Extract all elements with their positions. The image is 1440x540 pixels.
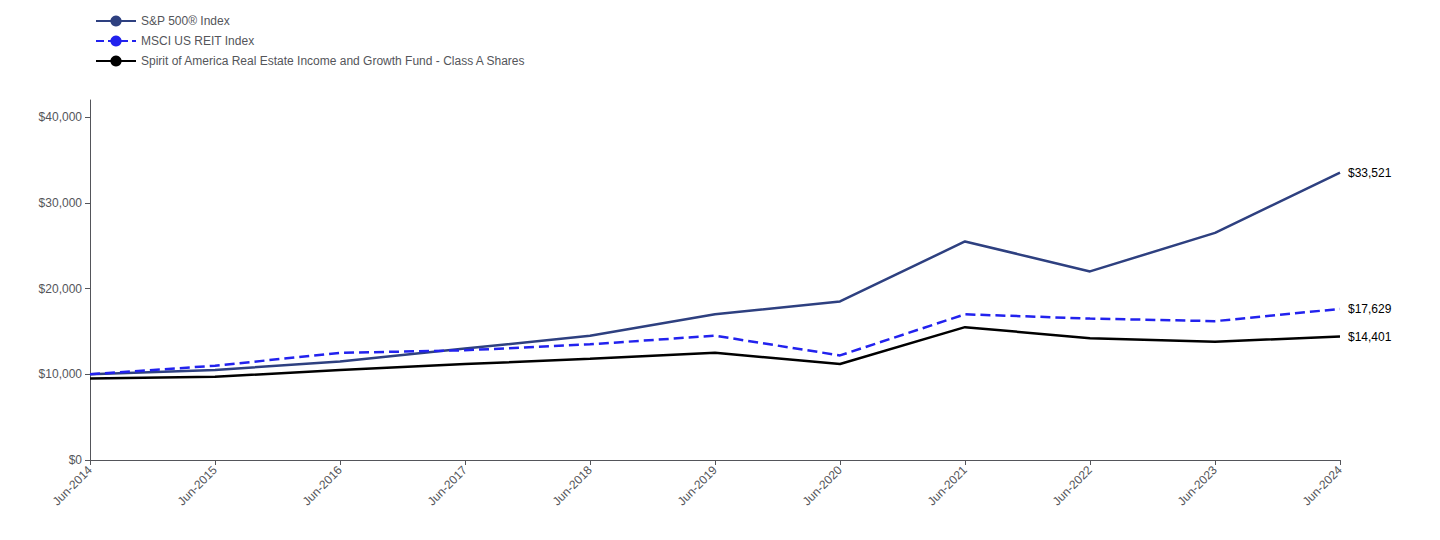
svg-text:Jun-2015: Jun-2015 <box>175 463 220 508</box>
svg-text:$14,401: $14,401 <box>1348 330 1392 344</box>
svg-text:$30,000: $30,000 <box>39 196 83 210</box>
svg-text:Jun-2020: Jun-2020 <box>800 463 845 508</box>
svg-text:Spirit of America Real Estate: Spirit of America Real Estate Income and… <box>141 54 525 68</box>
svg-text:Jun-2014: Jun-2014 <box>50 463 95 508</box>
svg-text:Jun-2017: Jun-2017 <box>425 463 470 508</box>
svg-text:Jun-2019: Jun-2019 <box>675 463 720 508</box>
svg-text:$40,000: $40,000 <box>39 110 83 124</box>
svg-text:Jun-2022: Jun-2022 <box>1050 463 1095 508</box>
svg-text:$0: $0 <box>69 453 83 467</box>
svg-text:Jun-2024: Jun-2024 <box>1300 463 1345 508</box>
svg-text:Jun-2016: Jun-2016 <box>300 463 345 508</box>
svg-text:$20,000: $20,000 <box>39 282 83 296</box>
svg-text:Jun-2023: Jun-2023 <box>1175 463 1220 508</box>
svg-text:Jun-2021: Jun-2021 <box>925 463 970 508</box>
svg-text:$33,521: $33,521 <box>1348 166 1392 180</box>
svg-text:S&P 500® Index: S&P 500® Index <box>141 14 230 28</box>
svg-text:$17,629: $17,629 <box>1348 302 1392 316</box>
svg-text:$10,000: $10,000 <box>39 367 83 381</box>
svg-text:MSCI US REIT Index: MSCI US REIT Index <box>141 34 254 48</box>
svg-text:Jun-2018: Jun-2018 <box>550 463 595 508</box>
